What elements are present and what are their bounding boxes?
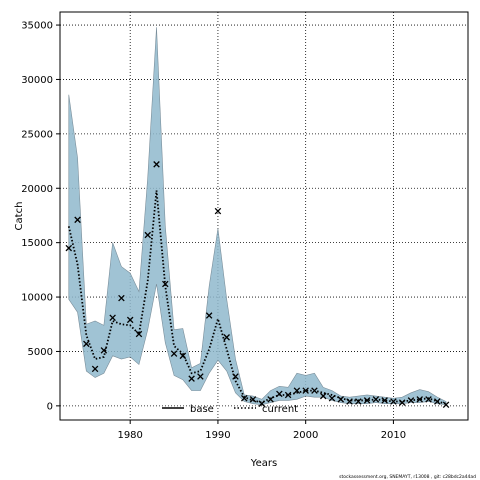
- y-tick-label: 35000: [21, 21, 53, 32]
- observed-point: [249, 396, 257, 403]
- observed-point: [205, 312, 213, 319]
- observed-point: [135, 330, 143, 338]
- observed-point: [223, 334, 230, 341]
- x-tick-label: 1980: [117, 430, 142, 441]
- y-tick-label: 20000: [21, 184, 53, 195]
- observed-point: [284, 391, 292, 399]
- plot-frame: [59, 11, 469, 421]
- legend: base current: [162, 404, 298, 415]
- observed-point: [144, 231, 152, 239]
- observed-point: [442, 401, 450, 409]
- observed-point: [179, 352, 187, 360]
- observed-point: [197, 373, 204, 380]
- observed-point: [276, 390, 283, 398]
- observed-point: [91, 365, 99, 373]
- observed-point: [232, 373, 239, 380]
- observed-point: [153, 161, 160, 168]
- observed-point: [170, 350, 178, 357]
- observed-point: [100, 347, 108, 354]
- observed-point: [162, 280, 169, 288]
- observed-point: [83, 340, 90, 348]
- observed-point: [65, 244, 73, 252]
- observed-point: [425, 396, 432, 403]
- observed-point: [267, 396, 274, 403]
- confidence-band: [68, 27, 447, 406]
- observed-point: [126, 316, 134, 324]
- y-tick-label: 0: [47, 401, 53, 412]
- y-tick-label: 25000: [21, 129, 53, 140]
- x-tick-label: 2010: [381, 430, 406, 441]
- x-tick-label: 2000: [293, 430, 318, 441]
- observed-point: [319, 392, 327, 400]
- observed-point: [240, 394, 248, 402]
- series-lines: [67, 190, 447, 405]
- observed-point: [214, 207, 222, 215]
- legend-base-label: base: [190, 404, 214, 415]
- observed-point: [337, 396, 345, 403]
- legend-current-label: current: [262, 404, 298, 415]
- axis-ticks: 1980 1990 2000 2010 0 5000 10000 15000 20000 2500…: [21, 21, 406, 441]
- observed-point: [407, 397, 415, 404]
- series-line-current: [67, 190, 447, 405]
- observed-point: [302, 387, 309, 394]
- observed-point: [355, 398, 362, 405]
- observed-point: [328, 394, 336, 402]
- y-tick-label: 30000: [21, 75, 53, 86]
- observed-point: [109, 314, 116, 321]
- observed-point: [381, 397, 388, 404]
- observed-markers: [65, 161, 450, 409]
- y-tick-label: 5000: [28, 347, 53, 358]
- observed-point: [363, 397, 371, 404]
- y-tick-label: 10000: [21, 293, 53, 304]
- observed-point: [346, 398, 353, 405]
- observed-point: [416, 396, 424, 403]
- observed-point: [398, 399, 406, 406]
- observed-point: [74, 216, 81, 224]
- observed-point: [188, 375, 195, 382]
- observed-point: [372, 396, 380, 403]
- y-tick-label: 15000: [21, 238, 53, 249]
- observed-point: [293, 387, 301, 394]
- observed-point: [118, 294, 125, 302]
- observed-point: [258, 400, 266, 407]
- y-axis-label: Catch: [14, 202, 25, 231]
- x-tick-label: 1990: [205, 430, 230, 441]
- x-axis-label: Years: [250, 458, 277, 469]
- observed-point: [434, 398, 441, 405]
- footnote: stockassessment.org, SNEMAYT, r13008 , g…: [339, 474, 476, 480]
- observed-point: [311, 387, 318, 394]
- observed-point: [390, 398, 397, 405]
